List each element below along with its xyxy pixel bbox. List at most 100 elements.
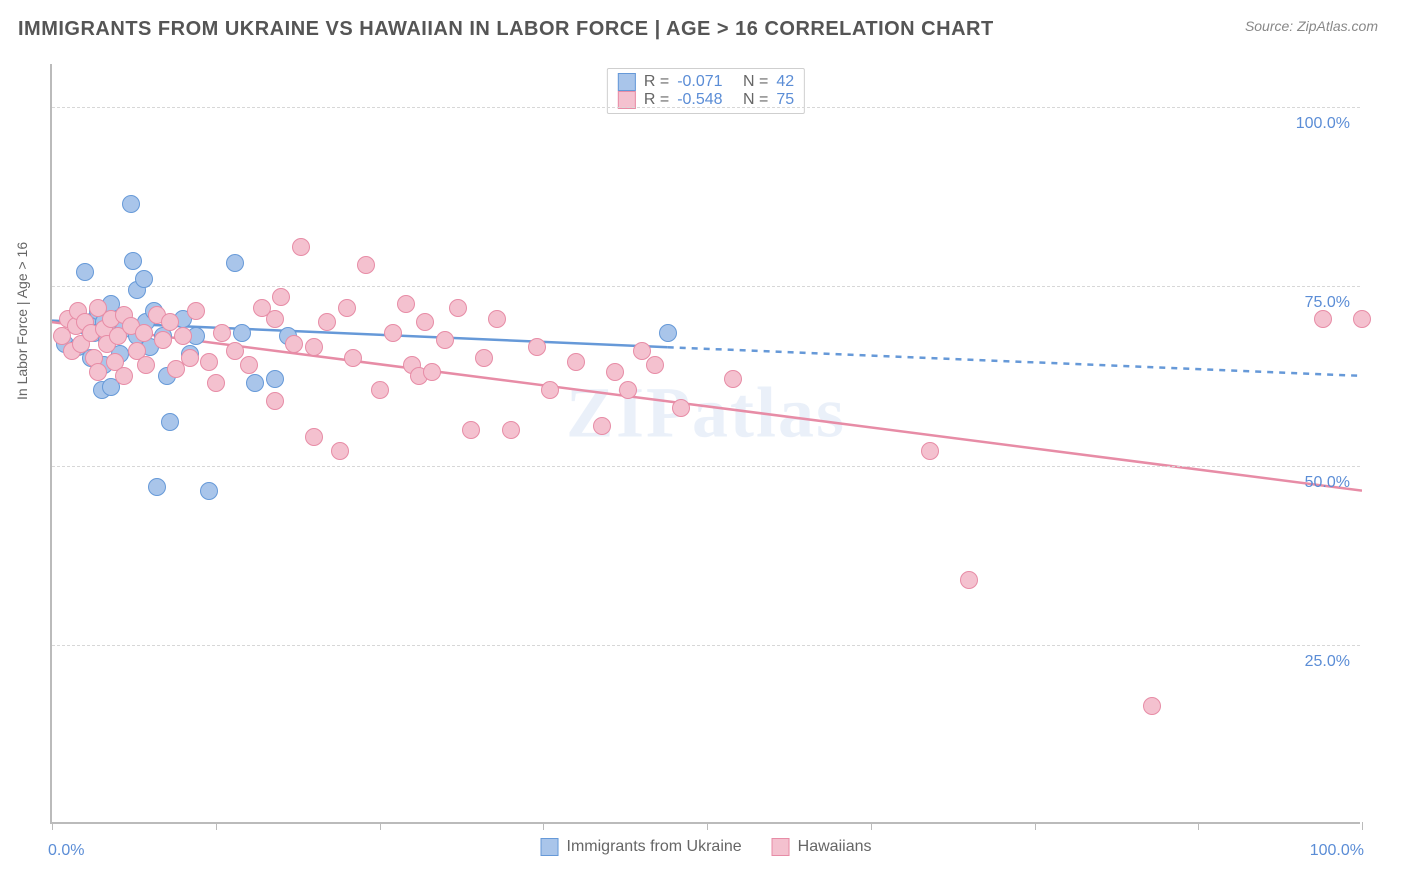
- scatter-point-series-1: [240, 356, 258, 374]
- scatter-point-series-1: [357, 256, 375, 274]
- scatter-point-series-1: [344, 349, 362, 367]
- scatter-point-series-0: [148, 478, 166, 496]
- x-tick: [52, 822, 53, 830]
- scatter-point-series-0: [135, 270, 153, 288]
- scatter-point-series-1: [305, 338, 323, 356]
- y-tick-label: 75.0%: [1305, 294, 1350, 312]
- scatter-point-series-1: [1314, 310, 1332, 328]
- scatter-point-series-1: [292, 238, 310, 256]
- scatter-point-series-1: [285, 335, 303, 353]
- legend-bottom-label-0: Immigrants from Ukraine: [567, 838, 742, 856]
- scatter-point-series-0: [122, 195, 140, 213]
- x-tick: [707, 822, 708, 830]
- scatter-point-series-1: [462, 421, 480, 439]
- scatter-point-series-1: [672, 399, 690, 417]
- legend-bottom-swatch-0: [541, 838, 559, 856]
- x-axis-max-label: 100.0%: [1310, 842, 1364, 860]
- scatter-point-series-1: [528, 338, 546, 356]
- scatter-point-series-0: [233, 324, 251, 342]
- scatter-point-series-1: [200, 353, 218, 371]
- legend-bottom-item-0: Immigrants from Ukraine: [541, 838, 742, 856]
- scatter-point-series-1: [384, 324, 402, 342]
- legend-r-value-0: -0.071: [677, 73, 722, 91]
- legend-r-label: R =: [644, 73, 669, 91]
- scatter-point-series-1: [567, 353, 585, 371]
- x-tick: [380, 822, 381, 830]
- scatter-point-series-1: [449, 299, 467, 317]
- source-credit: Source: ZipAtlas.com: [1245, 18, 1378, 34]
- x-tick: [543, 822, 544, 830]
- scatter-point-series-1: [266, 392, 284, 410]
- scatter-point-series-1: [397, 295, 415, 313]
- scatter-point-series-0: [226, 254, 244, 272]
- x-tick: [1035, 822, 1036, 830]
- watermark-text: ZIPatlas: [566, 371, 846, 454]
- scatter-point-series-0: [266, 370, 284, 388]
- scatter-point-series-1: [488, 310, 506, 328]
- gridline: [52, 466, 1360, 467]
- y-tick-label: 50.0%: [1305, 474, 1350, 492]
- y-axis-label: In Labor Force | Age > 16: [14, 242, 30, 400]
- scatter-point-series-1: [135, 324, 153, 342]
- x-axis-min-label: 0.0%: [48, 842, 84, 860]
- gridline: [52, 286, 1360, 287]
- scatter-point-series-1: [305, 428, 323, 446]
- scatter-point-series-1: [960, 571, 978, 589]
- scatter-point-series-1: [213, 324, 231, 342]
- legend-stats-row-0: R = -0.071 N = 42: [618, 73, 794, 91]
- scatter-point-series-1: [724, 370, 742, 388]
- scatter-chart: ZIPatlas R = -0.071 N = 42 R = -0.548 N …: [50, 64, 1360, 824]
- scatter-point-series-0: [246, 374, 264, 392]
- gridline: [52, 645, 1360, 646]
- scatter-point-series-1: [371, 381, 389, 399]
- scatter-point-series-1: [187, 302, 205, 320]
- scatter-point-series-1: [137, 356, 155, 374]
- x-tick: [216, 822, 217, 830]
- scatter-point-series-0: [659, 324, 677, 342]
- scatter-point-series-1: [416, 313, 434, 331]
- legend-n-label: N =: [743, 73, 768, 91]
- scatter-point-series-1: [646, 356, 664, 374]
- scatter-point-series-1: [1353, 310, 1371, 328]
- scatter-point-series-0: [124, 252, 142, 270]
- scatter-point-series-0: [161, 413, 179, 431]
- legend-swatch-0: [618, 73, 636, 91]
- scatter-point-series-1: [921, 442, 939, 460]
- y-tick-label: 25.0%: [1305, 653, 1350, 671]
- scatter-point-series-1: [423, 363, 441, 381]
- x-tick: [1362, 822, 1363, 830]
- scatter-point-series-1: [181, 349, 199, 367]
- scatter-point-series-1: [1143, 697, 1161, 715]
- scatter-point-series-1: [154, 331, 172, 349]
- scatter-point-series-1: [619, 381, 637, 399]
- x-tick: [871, 822, 872, 830]
- scatter-point-series-1: [174, 327, 192, 345]
- scatter-point-series-1: [606, 363, 624, 381]
- legend-bottom-item-1: Hawaiians: [772, 838, 872, 856]
- scatter-point-series-1: [436, 331, 454, 349]
- scatter-point-series-1: [502, 421, 520, 439]
- scatter-point-series-1: [633, 342, 651, 360]
- scatter-point-series-0: [76, 263, 94, 281]
- scatter-point-series-1: [272, 288, 290, 306]
- scatter-point-series-1: [89, 363, 107, 381]
- trendlines-svg: [52, 64, 1362, 824]
- x-tick: [1198, 822, 1199, 830]
- scatter-point-series-1: [331, 442, 349, 460]
- scatter-point-series-1: [266, 310, 284, 328]
- scatter-point-series-1: [115, 367, 133, 385]
- legend-bottom-label-1: Hawaiians: [798, 838, 872, 856]
- legend-n-value-0: 42: [776, 73, 794, 91]
- scatter-point-series-1: [318, 313, 336, 331]
- scatter-point-series-1: [226, 342, 244, 360]
- y-tick-label: 100.0%: [1296, 115, 1350, 133]
- scatter-point-series-1: [207, 374, 225, 392]
- scatter-point-series-1: [338, 299, 356, 317]
- gridline: [52, 107, 1360, 108]
- legend-bottom: Immigrants from Ukraine Hawaiians: [541, 838, 872, 856]
- scatter-point-series-1: [541, 381, 559, 399]
- scatter-point-series-0: [200, 482, 218, 500]
- scatter-point-series-1: [593, 417, 611, 435]
- legend-bottom-swatch-1: [772, 838, 790, 856]
- scatter-point-series-1: [161, 313, 179, 331]
